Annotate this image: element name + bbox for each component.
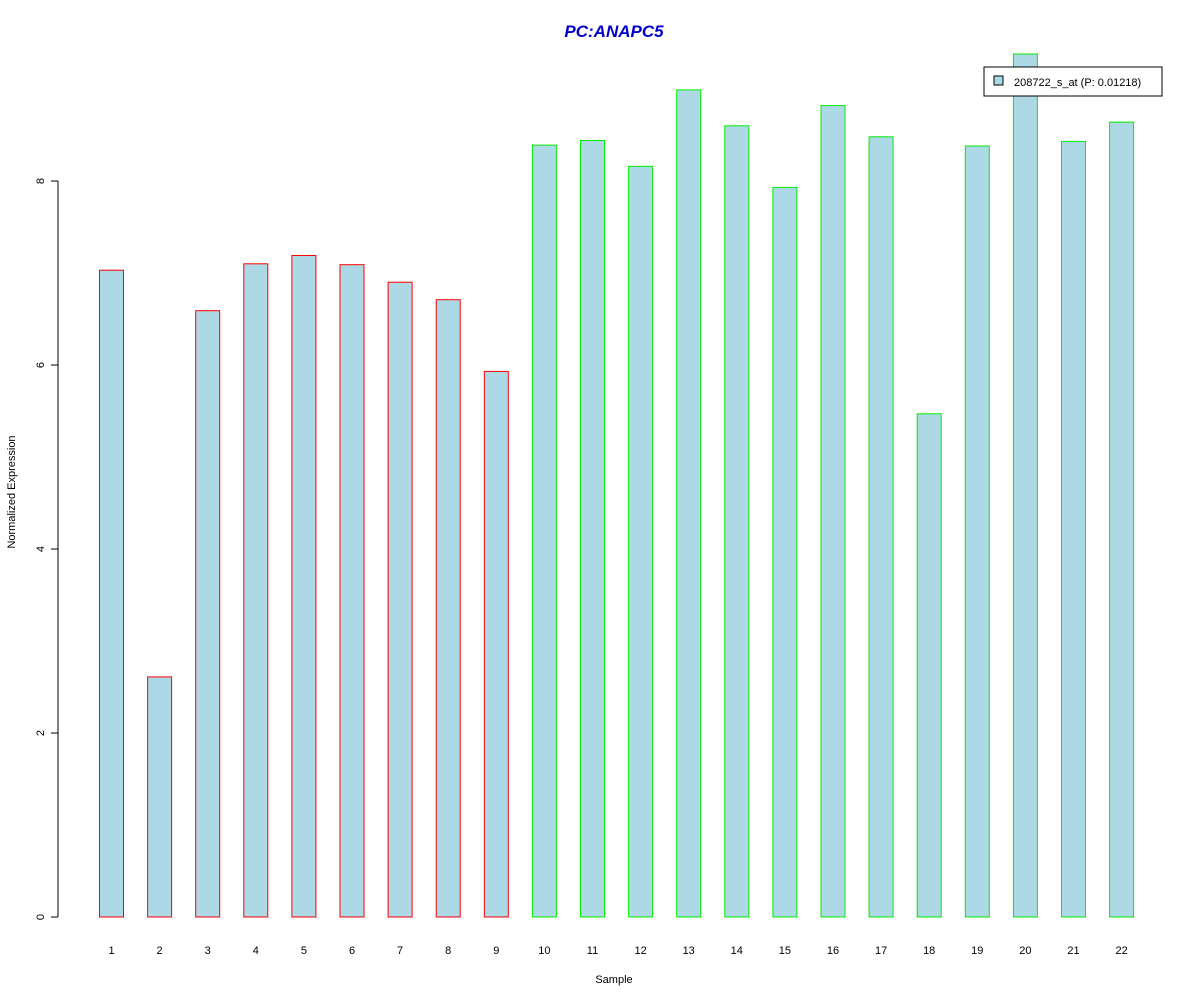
x-tick-labels: 1 2 3 4 5 6 7 8 9 10 11 12 13 14 15 16 17 18 19 20 21 22 — [108, 945, 1127, 957]
x-tick-label: 21 — [1067, 945, 1079, 957]
y-tick-label: 8 — [35, 178, 47, 184]
x-tick-label: 12 — [634, 945, 646, 957]
x-tick-label: 4 — [253, 945, 259, 957]
bar-sample-5 — [291, 255, 317, 918]
x-tick-label: 16 — [827, 945, 839, 957]
bar-sample-16 — [820, 105, 846, 918]
bar-sample-7 — [387, 281, 413, 918]
x-tick-label: 14 — [731, 945, 743, 957]
bar-sample-4 — [243, 263, 269, 918]
bar-sample-11 — [580, 140, 605, 918]
bar-sample-12 — [628, 165, 654, 918]
x-tick-label: 9 — [493, 945, 499, 957]
x-tick-label: 18 — [923, 945, 935, 957]
bar-sample-19 — [964, 145, 990, 918]
x-tick-label: 13 — [683, 945, 695, 957]
legend-swatch — [993, 75, 1004, 86]
bar-sample-14 — [724, 125, 750, 918]
x-tick-label: 10 — [538, 945, 550, 957]
legend-box — [983, 66, 1163, 97]
x-tick-label: 1 — [108, 945, 114, 957]
x-tick-label: 11 — [587, 945, 598, 957]
x-tick-label: 15 — [779, 945, 791, 957]
bar-sample-15 — [772, 186, 798, 918]
x-tick-label: 8 — [445, 945, 451, 957]
x-tick-label: 2 — [157, 945, 163, 957]
bar-sample-18 — [916, 413, 942, 918]
x-tick-label: 19 — [971, 945, 983, 957]
bars — [99, 53, 1135, 918]
bar-sample-6 — [339, 264, 365, 918]
x-tick-label: 7 — [397, 945, 403, 957]
bar-sample-17 — [868, 136, 894, 918]
x-tick-label: 17 — [875, 945, 887, 957]
x-tick-label: 22 — [1115, 945, 1127, 957]
bar-sample-13 — [676, 89, 702, 918]
chart-title: PC:ANAPC5 — [564, 22, 664, 41]
x-tick-label: 20 — [1019, 945, 1031, 957]
bar-sample-8 — [435, 299, 461, 918]
y-axis-label: Normalized Expression — [6, 435, 18, 548]
y-tick-label: 6 — [35, 362, 47, 368]
bar-sample-22 — [1109, 121, 1135, 918]
legend-entry: 208722_s_at (P: 0.01218) — [1014, 77, 1141, 89]
x-tick-label: 5 — [301, 945, 307, 957]
bar-sample-1 — [99, 269, 124, 918]
y-tick-label: 0 — [35, 914, 47, 920]
x-axis-label: Sample — [595, 974, 632, 986]
bar-sample-21 — [1061, 140, 1086, 918]
bar-sample-10 — [531, 144, 557, 918]
bar-sample-2 — [147, 676, 173, 918]
bar-sample-3 — [195, 310, 221, 918]
y-tick-label: 2 — [35, 730, 47, 736]
bar-sample-9 — [483, 370, 509, 918]
y-tick-label: 4 — [35, 546, 47, 552]
x-tick-label: 3 — [205, 945, 211, 957]
bar-sample-20 — [1012, 53, 1038, 918]
legend: 208722_s_at (P: 0.01218) — [983, 66, 1163, 97]
y-axis: 0 2 4 6 8 — [35, 178, 59, 920]
x-tick-label: 6 — [349, 945, 355, 957]
